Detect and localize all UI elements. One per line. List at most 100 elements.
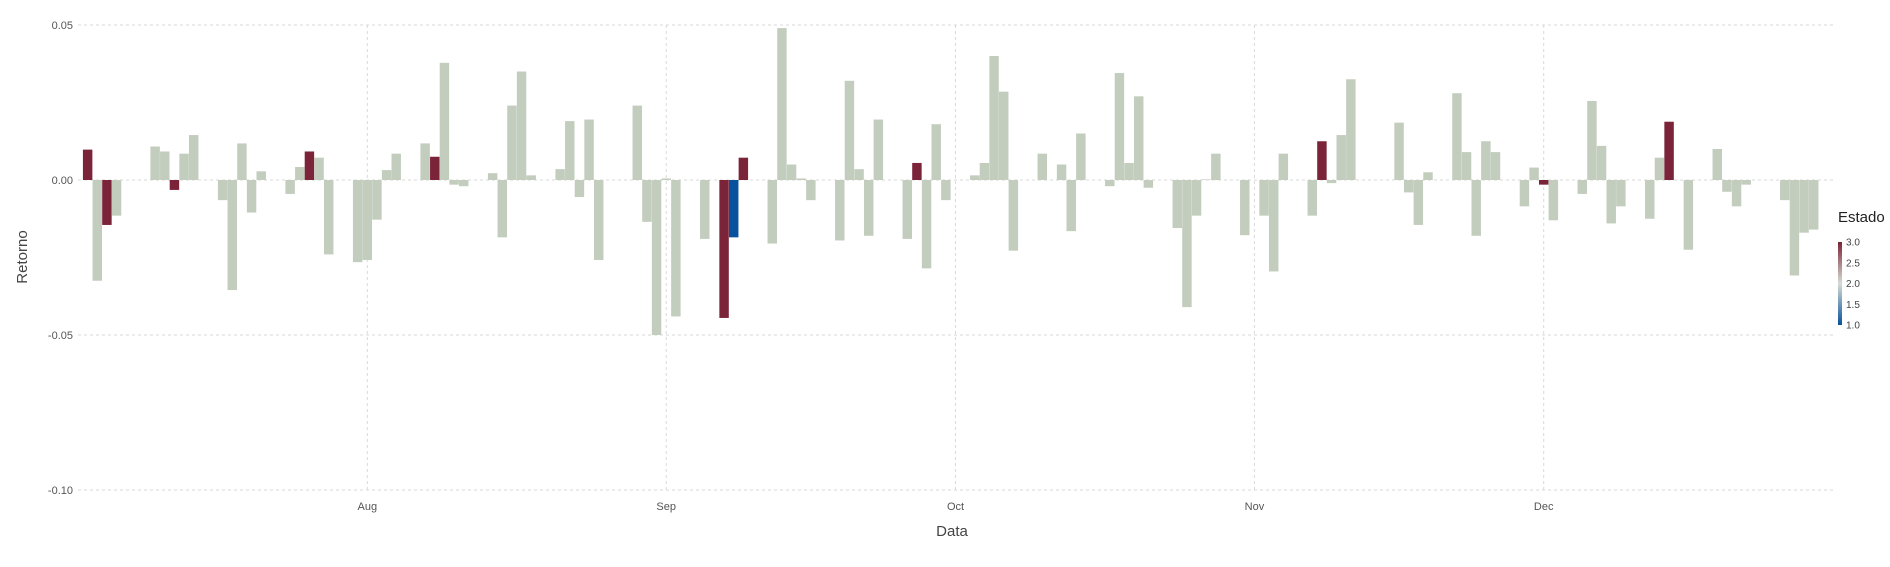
bar bbox=[169, 180, 180, 190]
bar bbox=[584, 119, 594, 180]
x-tick-label: Oct bbox=[947, 501, 964, 513]
bar bbox=[1780, 180, 1790, 201]
bar bbox=[1664, 121, 1674, 180]
x-tick-label: Sep bbox=[656, 501, 676, 513]
bar bbox=[1105, 180, 1115, 187]
bar bbox=[1278, 153, 1289, 180]
bar bbox=[1326, 180, 1337, 184]
bar bbox=[381, 170, 392, 180]
bar bbox=[516, 71, 527, 180]
bar bbox=[970, 175, 980, 180]
bar bbox=[777, 28, 787, 180]
bar bbox=[1172, 180, 1183, 229]
legend-tick-label: 2.0 bbox=[1846, 279, 1860, 290]
bar bbox=[1606, 180, 1616, 224]
bar bbox=[1240, 180, 1250, 236]
bar bbox=[1317, 141, 1327, 180]
bar bbox=[1066, 180, 1076, 232]
bar bbox=[1577, 180, 1588, 194]
y-tick-label: 0.00 bbox=[52, 175, 73, 187]
bar bbox=[1346, 79, 1356, 180]
bar bbox=[979, 162, 990, 180]
x-axis-title: Data bbox=[936, 523, 968, 540]
bar bbox=[526, 175, 536, 180]
bar bbox=[256, 171, 266, 180]
bar bbox=[873, 119, 884, 180]
bar bbox=[806, 180, 816, 201]
bar bbox=[902, 180, 913, 239]
bar bbox=[728, 180, 739, 238]
bar bbox=[1182, 180, 1192, 308]
bar bbox=[719, 180, 729, 318]
bar bbox=[1461, 152, 1472, 180]
bar bbox=[246, 180, 257, 213]
bar bbox=[671, 180, 681, 317]
bar bbox=[449, 180, 459, 185]
bar bbox=[1490, 152, 1501, 180]
bar bbox=[1548, 180, 1559, 221]
bar bbox=[1403, 180, 1414, 193]
bar bbox=[1413, 180, 1424, 225]
bar bbox=[1616, 180, 1626, 207]
bar bbox=[1211, 153, 1221, 180]
bar bbox=[1008, 180, 1019, 251]
bar bbox=[92, 180, 103, 281]
legend-tick-label: 1.0 bbox=[1846, 321, 1860, 332]
x-tick-label: Dec bbox=[1534, 501, 1554, 513]
bar bbox=[1712, 149, 1723, 180]
x-tick-label: Aug bbox=[357, 501, 377, 513]
bar bbox=[1076, 133, 1086, 180]
legend-tick-label: 1.5 bbox=[1846, 300, 1860, 311]
bar bbox=[1481, 141, 1491, 180]
bar bbox=[227, 180, 238, 291]
bar bbox=[1529, 167, 1539, 180]
y-tick-label: 0.05 bbox=[52, 20, 73, 32]
bar bbox=[565, 121, 575, 180]
bar bbox=[1201, 179, 1211, 180]
bar bbox=[854, 169, 864, 180]
bar bbox=[796, 178, 806, 180]
bar bbox=[1654, 157, 1665, 180]
bar bbox=[1471, 180, 1481, 236]
bar bbox=[497, 180, 508, 238]
bar bbox=[931, 124, 941, 180]
bar bbox=[304, 151, 315, 180]
bar bbox=[1114, 73, 1125, 180]
bar bbox=[1394, 122, 1404, 180]
bar bbox=[1741, 180, 1751, 185]
bar bbox=[1683, 180, 1694, 250]
bar bbox=[507, 105, 517, 180]
bar bbox=[1519, 180, 1530, 207]
bar bbox=[458, 180, 469, 187]
bar bbox=[1037, 153, 1048, 180]
bar bbox=[352, 180, 363, 263]
bar bbox=[921, 180, 932, 269]
bar bbox=[150, 146, 160, 180]
bar bbox=[160, 151, 170, 180]
y-tick-label: -0.05 bbox=[48, 330, 73, 342]
bar bbox=[1268, 180, 1279, 272]
bar bbox=[700, 180, 710, 239]
bar bbox=[574, 180, 585, 198]
bar bbox=[989, 56, 999, 180]
bar bbox=[555, 169, 565, 180]
bar bbox=[738, 157, 749, 180]
bar bbox=[1799, 180, 1809, 233]
bar bbox=[1731, 180, 1742, 207]
bar bbox=[1143, 180, 1154, 188]
legend-ticks: 1.0 1.5 2.0 2.5 3.0 bbox=[1846, 238, 1860, 332]
bar bbox=[651, 180, 662, 335]
bar bbox=[362, 180, 373, 260]
legend-tick-label: 2.5 bbox=[1846, 258, 1860, 269]
grid-layer bbox=[78, 24, 1833, 491]
bar bbox=[941, 180, 951, 201]
legend: Estado 1.0 1.5 2.0 2.5 3.0 bbox=[1838, 209, 1885, 332]
bar bbox=[1336, 135, 1346, 180]
y-axis-title: Retorno bbox=[14, 230, 31, 283]
bar bbox=[835, 180, 845, 241]
bar bbox=[863, 180, 874, 236]
bar bbox=[844, 80, 855, 180]
bar bbox=[767, 180, 778, 244]
bar bbox=[314, 157, 324, 180]
